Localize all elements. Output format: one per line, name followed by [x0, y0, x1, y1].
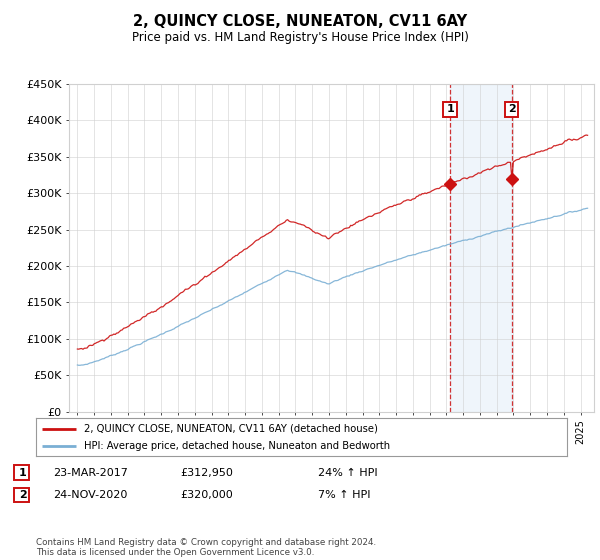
Text: Contains HM Land Registry data © Crown copyright and database right 2024.
This d: Contains HM Land Registry data © Crown c…: [36, 538, 376, 557]
Text: £312,950: £312,950: [180, 468, 233, 478]
Text: 2: 2: [19, 490, 26, 500]
Bar: [450, 84, 512, 412]
Text: 24% ↑ HPI: 24% ↑ HPI: [318, 468, 377, 478]
Text: 23-MAR-2017: 23-MAR-2017: [53, 468, 128, 478]
Text: 24-NOV-2020: 24-NOV-2020: [53, 490, 127, 500]
Text: £320,000: £320,000: [180, 490, 233, 500]
Text: 1: 1: [446, 105, 454, 114]
Text: 2, QUINCY CLOSE, NUNEATON, CV11 6AY: 2, QUINCY CLOSE, NUNEATON, CV11 6AY: [133, 14, 467, 29]
Text: 7% ↑ HPI: 7% ↑ HPI: [318, 490, 371, 500]
Text: HPI: Average price, detached house, Nuneaton and Bedworth: HPI: Average price, detached house, Nune…: [84, 441, 390, 451]
Text: 1: 1: [19, 468, 26, 478]
Text: 2, QUINCY CLOSE, NUNEATON, CV11 6AY (detached house): 2, QUINCY CLOSE, NUNEATON, CV11 6AY (det…: [84, 423, 377, 433]
Text: Price paid vs. HM Land Registry's House Price Index (HPI): Price paid vs. HM Land Registry's House …: [131, 31, 469, 44]
Text: 2: 2: [508, 105, 515, 114]
